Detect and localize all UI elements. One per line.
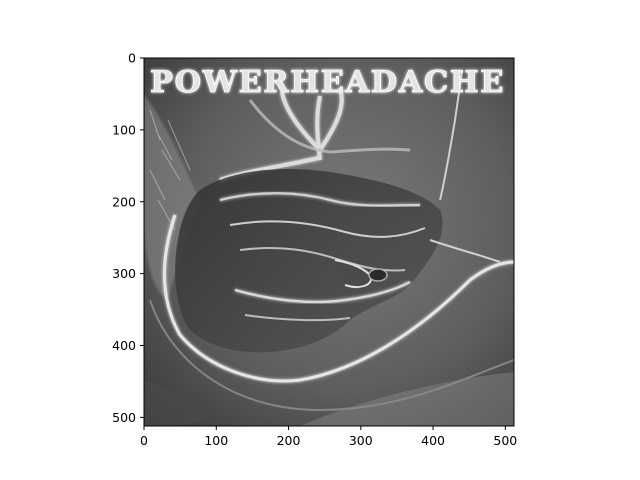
grayscale-image: POWERHEADACHE [144,58,514,426]
y-tick-label: 400 [112,338,136,353]
y-tick-label: 200 [112,194,136,209]
y-tick-label: 300 [112,266,136,281]
x-tick-label: 400 [421,433,445,448]
x-tick-label: 200 [277,433,301,448]
y-tick-label: 0 [128,51,136,66]
x-axis: 0 100 200 300 400 500 [140,426,517,448]
title-art-text: POWERHEADACHE [150,65,505,100]
y-tick-label: 100 [112,122,136,137]
y-axis: 0 100 200 300 400 500 [112,51,144,425]
x-tick-label: 100 [204,433,228,448]
x-tick-label: 300 [349,433,373,448]
y-tick-label: 500 [112,410,136,425]
x-tick-label: 500 [493,433,517,448]
x-tick-label: 0 [140,433,148,448]
